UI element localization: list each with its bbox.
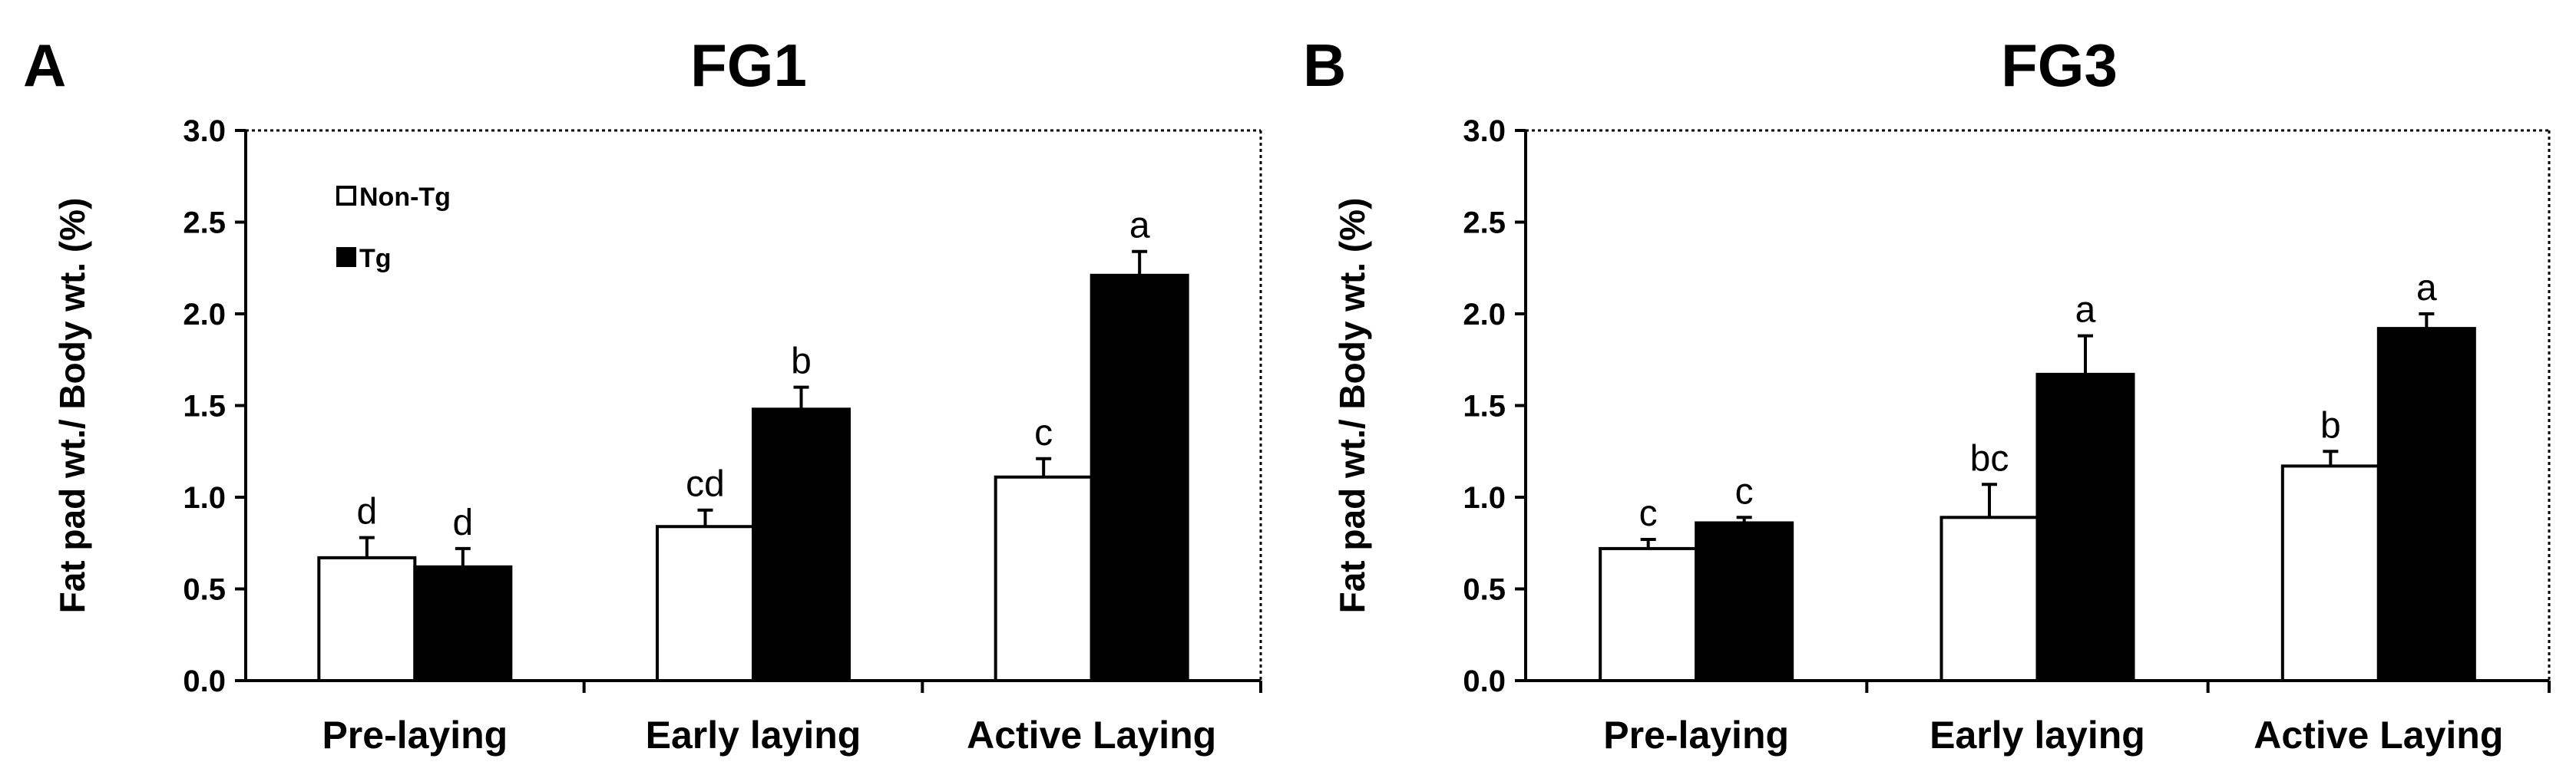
significance-letter: bc (1970, 438, 2009, 479)
panel-letter: B (1303, 31, 1346, 99)
legend-swatch-tg (336, 247, 356, 267)
chart-title: FG3 (2001, 31, 2118, 99)
y-tick-label: 3.0 (183, 114, 226, 148)
panel-letter: A (23, 31, 66, 99)
y-tick-label: 0.0 (183, 665, 226, 698)
significance-letter: a (1129, 206, 1150, 246)
category-label: Early laying (646, 714, 861, 757)
panel-b-chart: B FG3 Fat pad wt./ Body wt. (%) 0.0 0.5 1.0 1.… (1303, 31, 2551, 757)
category-label: Early laying (1930, 714, 2145, 757)
y-tick-label: 2.0 (183, 298, 226, 331)
bar-non-tg (1939, 516, 2039, 682)
significance-letter: a (2075, 290, 2096, 331)
significance-letter: d (452, 503, 473, 543)
y-tick-label: 2.5 (183, 206, 226, 240)
chart-title: FG1 (690, 31, 807, 99)
category-label: Active Laying (967, 714, 1216, 757)
y-tick-label: 1.5 (183, 390, 226, 424)
legend-swatch-non-tg (336, 186, 356, 206)
significance-letter: a (2416, 268, 2437, 308)
category-label: Active Laying (2254, 714, 2503, 757)
y-tick-label: 0.5 (183, 573, 226, 607)
bar-tg (2376, 327, 2476, 682)
y-tick-label: 2.0 (1463, 298, 1506, 331)
y-tick-label: 1.5 (1463, 390, 1506, 424)
y-tick-label: 1.0 (1463, 481, 1506, 515)
bar-non-tg (656, 525, 755, 682)
bar-tg (752, 407, 851, 683)
y-tick-label: 1.0 (183, 481, 226, 515)
bar-tg (1090, 273, 1189, 682)
y-axis-label: Fat pad wt./ Body wt. (%) (52, 198, 92, 614)
significance-letter: cd (686, 464, 725, 505)
bar-non-tg (317, 556, 417, 682)
legend-label: Tg (359, 244, 392, 273)
y-tick-label: 3.0 (1463, 114, 1506, 148)
bar-non-tg (2280, 464, 2380, 682)
y-tick-label: 0.0 (1463, 665, 1506, 698)
bar-non-tg (994, 475, 1093, 683)
bar-tg (413, 565, 513, 682)
significance-letter: c (1735, 471, 1754, 512)
y-axis-label: Fat pad wt./ Body wt. (%) (1332, 198, 1372, 614)
bar-tg (1695, 521, 1794, 683)
legend-label: Non-Tg (359, 183, 451, 212)
significance-letter: b (2320, 405, 2341, 446)
significance-letter: b (791, 341, 812, 382)
bar-non-tg (1599, 546, 1698, 682)
bar-tg (2035, 372, 2135, 682)
y-tick-label: 2.5 (1463, 206, 1506, 240)
category-label: Pre-laying (1603, 714, 1789, 757)
significance-letter: d (356, 492, 377, 533)
category-label: Pre-laying (322, 714, 508, 757)
y-tick-label: 0.5 (1463, 573, 1506, 607)
significance-letter: c (1034, 413, 1053, 453)
panel-a-chart: A FG1 Fat pad wt./ Body wt. (%) 0.0 0.5 1.0 1.… (23, 31, 1262, 757)
significance-letter: c (1639, 493, 1658, 534)
